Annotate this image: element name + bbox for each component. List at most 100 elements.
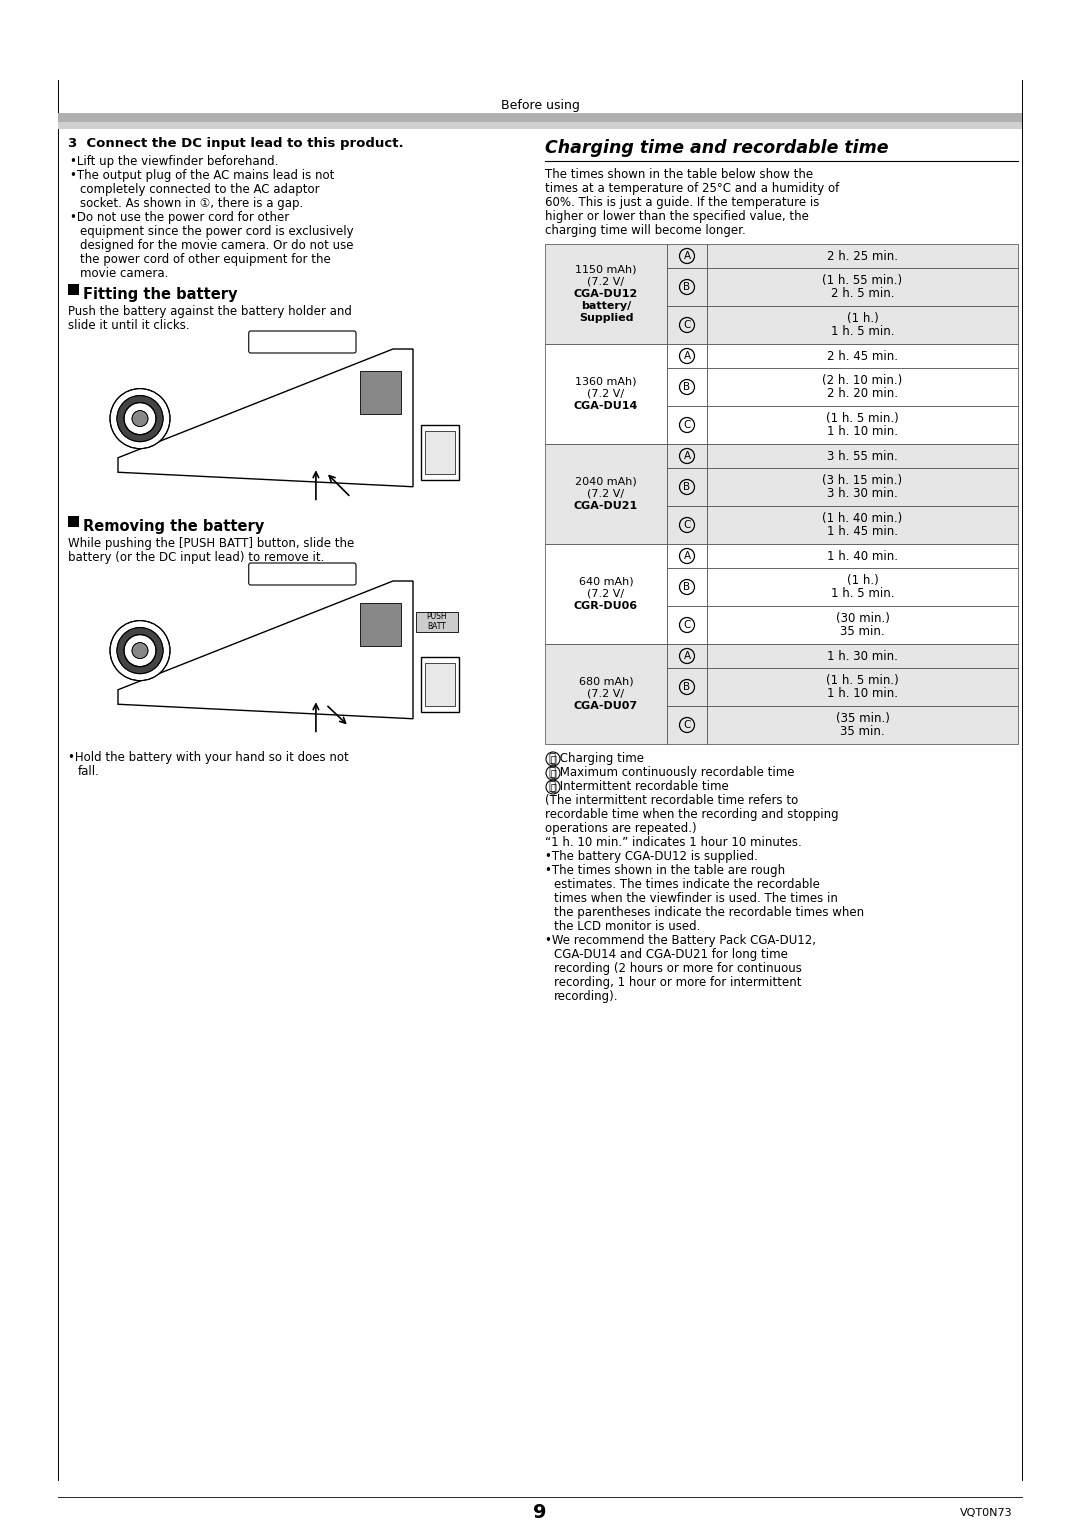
Text: Fitting the battery: Fitting the battery <box>83 287 238 302</box>
FancyBboxPatch shape <box>248 563 356 584</box>
Text: Supplied: Supplied <box>579 313 633 324</box>
Text: The times shown in the table below show the: The times shown in the table below show … <box>545 168 813 182</box>
Text: C: C <box>684 320 691 330</box>
Text: completely connected to the AC adaptor: completely connected to the AC adaptor <box>80 183 320 195</box>
Text: estimates. The times indicate the recordable: estimates. The times indicate the record… <box>554 877 820 891</box>
Bar <box>667 444 707 468</box>
Text: B: B <box>684 382 690 392</box>
Text: 2 h. 20 min.: 2 h. 20 min. <box>827 388 897 400</box>
Polygon shape <box>118 581 413 719</box>
Bar <box>707 244 1018 269</box>
Text: A: A <box>684 452 690 461</box>
Text: recording, 1 hour or more for intermittent: recording, 1 hour or more for intermitte… <box>554 977 801 989</box>
Circle shape <box>110 621 170 681</box>
Text: slide it until it clicks.: slide it until it clicks. <box>68 319 190 333</box>
Bar <box>667 307 707 343</box>
Text: the power cord of other equipment for the: the power cord of other equipment for th… <box>80 253 330 266</box>
Text: C: C <box>684 720 691 729</box>
Bar <box>545 343 667 444</box>
Text: 1 h. 45 min.: 1 h. 45 min. <box>827 525 897 539</box>
Text: Ⓒ Intermittent recordable time: Ⓒ Intermittent recordable time <box>549 780 729 794</box>
Circle shape <box>117 395 163 441</box>
Bar <box>667 406 707 444</box>
Bar <box>667 343 707 368</box>
Text: higher or lower than the specified value, the: higher or lower than the specified value… <box>545 211 809 223</box>
Bar <box>58 113 1022 130</box>
Text: 680 mAh): 680 mAh) <box>579 678 633 687</box>
Bar <box>707 307 1018 343</box>
Text: battery/: battery/ <box>581 301 631 311</box>
Text: 1 h. 30 min.: 1 h. 30 min. <box>827 650 897 662</box>
Text: (7.2 V/: (7.2 V/ <box>588 589 624 600</box>
Text: Removing the battery: Removing the battery <box>83 519 265 534</box>
Bar <box>707 606 1018 644</box>
Text: 1 h. 5 min.: 1 h. 5 min. <box>831 588 894 600</box>
Text: designed for the movie camera. Or do not use: designed for the movie camera. Or do not… <box>80 240 353 252</box>
Circle shape <box>110 389 170 449</box>
Text: (1 h. 40 min.): (1 h. 40 min.) <box>822 513 903 525</box>
Text: B: B <box>684 482 690 491</box>
Text: (7.2 V/: (7.2 V/ <box>588 389 624 398</box>
Text: •The battery CGA-DU12 is supplied.: •The battery CGA-DU12 is supplied. <box>545 850 758 864</box>
Text: 1150 mAh): 1150 mAh) <box>576 266 637 275</box>
Bar <box>707 568 1018 606</box>
Bar <box>707 406 1018 444</box>
Text: C: C <box>684 420 691 430</box>
Bar <box>667 269 707 307</box>
Text: Ⓒ: Ⓒ <box>550 781 556 792</box>
Circle shape <box>117 627 163 673</box>
Bar <box>707 269 1018 307</box>
Text: •We recommend the Battery Pack CGA-DU12,: •We recommend the Battery Pack CGA-DU12, <box>545 934 816 948</box>
Text: Before using: Before using <box>500 99 580 111</box>
Bar <box>58 122 1022 130</box>
Text: •The output plug of the AC mains lead is not: •The output plug of the AC mains lead is… <box>70 169 335 182</box>
Text: (1 h.): (1 h.) <box>847 574 878 588</box>
Text: socket. As shown in ①, there is a gap.: socket. As shown in ①, there is a gap. <box>80 197 303 211</box>
Text: (7.2 V/: (7.2 V/ <box>588 690 624 699</box>
Text: CGA-DU21: CGA-DU21 <box>573 501 638 511</box>
Bar <box>426 662 455 705</box>
Bar <box>667 368 707 406</box>
Text: recordable time when the recording and stopping: recordable time when the recording and s… <box>545 807 839 821</box>
Text: 35 min.: 35 min. <box>840 626 885 638</box>
Text: (35 min.): (35 min.) <box>836 713 890 725</box>
Text: •Lift up the viewfinder beforehand.: •Lift up the viewfinder beforehand. <box>70 156 279 168</box>
Text: C: C <box>684 620 691 630</box>
Text: 35 min.: 35 min. <box>840 725 885 739</box>
Bar <box>707 444 1018 468</box>
Text: (3 h. 15 min.): (3 h. 15 min.) <box>823 475 903 487</box>
Bar <box>667 606 707 644</box>
Bar <box>707 368 1018 406</box>
Text: Ⓑ Maximum continuously recordable time: Ⓑ Maximum continuously recordable time <box>549 766 795 778</box>
Bar <box>360 603 401 645</box>
Bar <box>416 612 458 632</box>
Text: 9: 9 <box>534 1503 546 1521</box>
Bar <box>68 516 79 526</box>
Text: B: B <box>684 682 690 691</box>
Bar <box>707 707 1018 745</box>
Circle shape <box>124 635 156 667</box>
Bar <box>667 543 707 568</box>
Bar <box>707 668 1018 707</box>
Text: C: C <box>684 520 691 530</box>
Text: •The times shown in the table are rough: •The times shown in the table are rough <box>545 864 785 877</box>
Text: Ⓐ Charging time: Ⓐ Charging time <box>549 752 644 765</box>
Circle shape <box>132 642 148 659</box>
Text: A: A <box>684 652 690 661</box>
Text: “1 h. 10 min.” indicates 1 hour 10 minutes.: “1 h. 10 min.” indicates 1 hour 10 minut… <box>545 836 801 848</box>
Bar <box>707 507 1018 543</box>
Bar <box>707 468 1018 507</box>
Bar <box>667 644 707 668</box>
Text: equipment since the power cord is exclusively: equipment since the power cord is exclus… <box>80 224 353 238</box>
Text: 3  Connect the DC input lead to this product.: 3 Connect the DC input lead to this prod… <box>68 137 404 150</box>
Text: CGA-DU12: CGA-DU12 <box>573 288 638 299</box>
Bar <box>545 644 667 745</box>
Text: PUSH
BATT: PUSH BATT <box>427 612 447 632</box>
Text: (1 h. 5 min.): (1 h. 5 min.) <box>826 412 899 426</box>
Bar <box>545 244 667 343</box>
Bar <box>667 507 707 543</box>
Bar <box>426 430 455 473</box>
Text: (1 h. 5 min.): (1 h. 5 min.) <box>826 674 899 687</box>
Text: 2040 mAh): 2040 mAh) <box>576 478 637 487</box>
Bar <box>421 424 459 479</box>
